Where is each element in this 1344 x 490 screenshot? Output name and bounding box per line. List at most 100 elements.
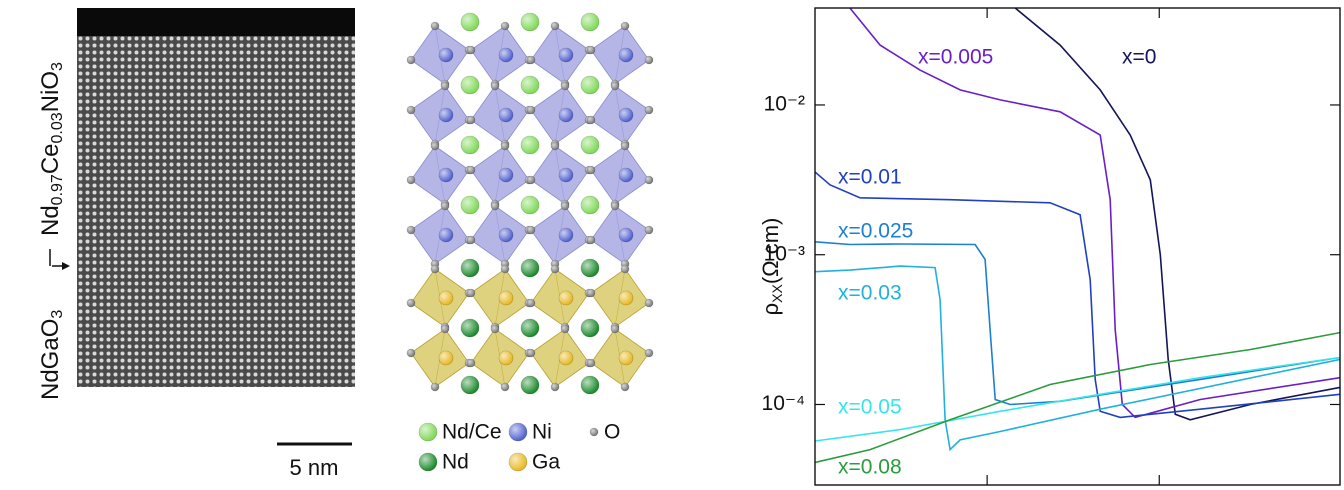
atom-shine <box>431 22 439 30</box>
atom-shine <box>551 265 559 273</box>
atom-shine <box>587 46 595 54</box>
atom-shine <box>467 46 475 54</box>
atom-shine <box>581 196 599 214</box>
legend-label: O <box>604 421 620 444</box>
atom-shine <box>559 168 573 182</box>
atom-shine <box>581 76 599 94</box>
legend-swatch-shine <box>509 453 527 471</box>
atom-shine <box>467 116 475 124</box>
atom-shine <box>521 259 539 277</box>
atom-shine <box>407 349 415 357</box>
legend-label: Ga <box>532 451 560 474</box>
atom-shine <box>621 142 629 150</box>
atom-shine <box>439 48 453 62</box>
atom-shine <box>461 376 479 394</box>
substrate-label-part: 3 <box>49 310 66 319</box>
atom-shine <box>527 176 535 184</box>
legend-label: Nd <box>442 451 469 474</box>
atom-shine <box>499 291 513 305</box>
substrate-label-part: NdGaO <box>37 319 64 400</box>
atom-shine <box>645 56 653 64</box>
atom-shine <box>407 226 415 234</box>
atom-shine <box>611 202 619 210</box>
atom-shine <box>461 13 479 31</box>
atom-shine <box>461 136 479 154</box>
atom-shine <box>645 226 653 234</box>
atom-shine <box>559 48 573 62</box>
legend-swatch-shine <box>509 423 527 441</box>
atom-shine <box>587 359 595 367</box>
atom-shine <box>501 142 509 150</box>
atom-shine <box>461 319 479 337</box>
atom-shine <box>611 325 619 333</box>
atom-shine <box>491 202 499 210</box>
series-label: x=0.03 <box>838 282 902 305</box>
atom-shine <box>441 202 449 210</box>
atom-shine <box>527 299 535 307</box>
series-label: x=0 <box>1122 46 1156 69</box>
atom-shine <box>527 56 535 64</box>
atom-shine <box>587 289 595 297</box>
atom-shine <box>501 383 509 391</box>
atom-shine <box>439 108 453 122</box>
atom-shine <box>645 299 653 307</box>
series-line <box>850 8 1340 417</box>
y-axis-label-part: XX <box>769 284 785 303</box>
stem-panel: Nd0.97Ce0.03NiO3 NdGaO3 5 nm <box>37 8 355 480</box>
atom-shine <box>587 116 595 124</box>
atom-shine <box>441 325 449 333</box>
film-label: Nd0.97Ce0.03NiO3 <box>37 62 66 236</box>
atom-shine <box>619 168 633 182</box>
atom-shine <box>581 136 599 154</box>
atom-shine <box>441 82 449 90</box>
atom-shine <box>619 48 633 62</box>
atom-shine <box>587 166 595 174</box>
y-tick-label: 10⁻² <box>764 93 805 116</box>
atom-shine <box>407 106 415 114</box>
atom-shine <box>461 259 479 277</box>
atom-shine <box>521 76 539 94</box>
series-line <box>1015 8 1340 420</box>
atom-shine <box>621 383 629 391</box>
atom-shine <box>521 319 539 337</box>
atom-shine <box>527 349 535 357</box>
series-label: x=0.08 <box>838 456 902 479</box>
series-label: x=0.01 <box>838 166 902 189</box>
atom-shine <box>551 142 559 150</box>
atom-shine <box>561 82 569 90</box>
atom-shine <box>527 226 535 234</box>
figure: Nd0.97Ce0.03NiO3 NdGaO3 5 nm Nd/CeNiONdG… <box>0 0 1344 490</box>
stem-surface <box>77 8 355 36</box>
atom-shine <box>407 176 415 184</box>
atom-shine <box>645 349 653 357</box>
atom-shine <box>581 376 599 394</box>
atom-shine <box>561 325 569 333</box>
stem-image <box>77 8 355 387</box>
atom-shine <box>431 383 439 391</box>
atom-shine <box>619 291 633 305</box>
series-label: x=0.005 <box>918 46 993 69</box>
atom-shine <box>499 351 513 365</box>
atom-shine <box>619 351 633 365</box>
legend-label: Ni <box>532 421 552 444</box>
atom-shine <box>559 228 573 242</box>
legend-swatch-shine <box>419 453 437 471</box>
atom-shine <box>439 351 453 365</box>
atom-shine <box>467 236 475 244</box>
series-label: x=0.05 <box>838 396 902 419</box>
atom-shine <box>407 299 415 307</box>
atom-shine <box>551 383 559 391</box>
interface-arrowhead <box>62 262 70 270</box>
atom-shine <box>499 108 513 122</box>
series-label: x=0.025 <box>838 220 913 243</box>
atom-shine <box>559 351 573 365</box>
atom-shine <box>431 265 439 273</box>
atom-shine <box>527 106 535 114</box>
substrate-label: NdGaO3 <box>37 310 66 400</box>
y-axis-label-part: ρ <box>758 303 783 316</box>
atom-shine <box>439 291 453 305</box>
atom-shine <box>439 168 453 182</box>
atom-shine <box>611 82 619 90</box>
atom-shine <box>461 196 479 214</box>
